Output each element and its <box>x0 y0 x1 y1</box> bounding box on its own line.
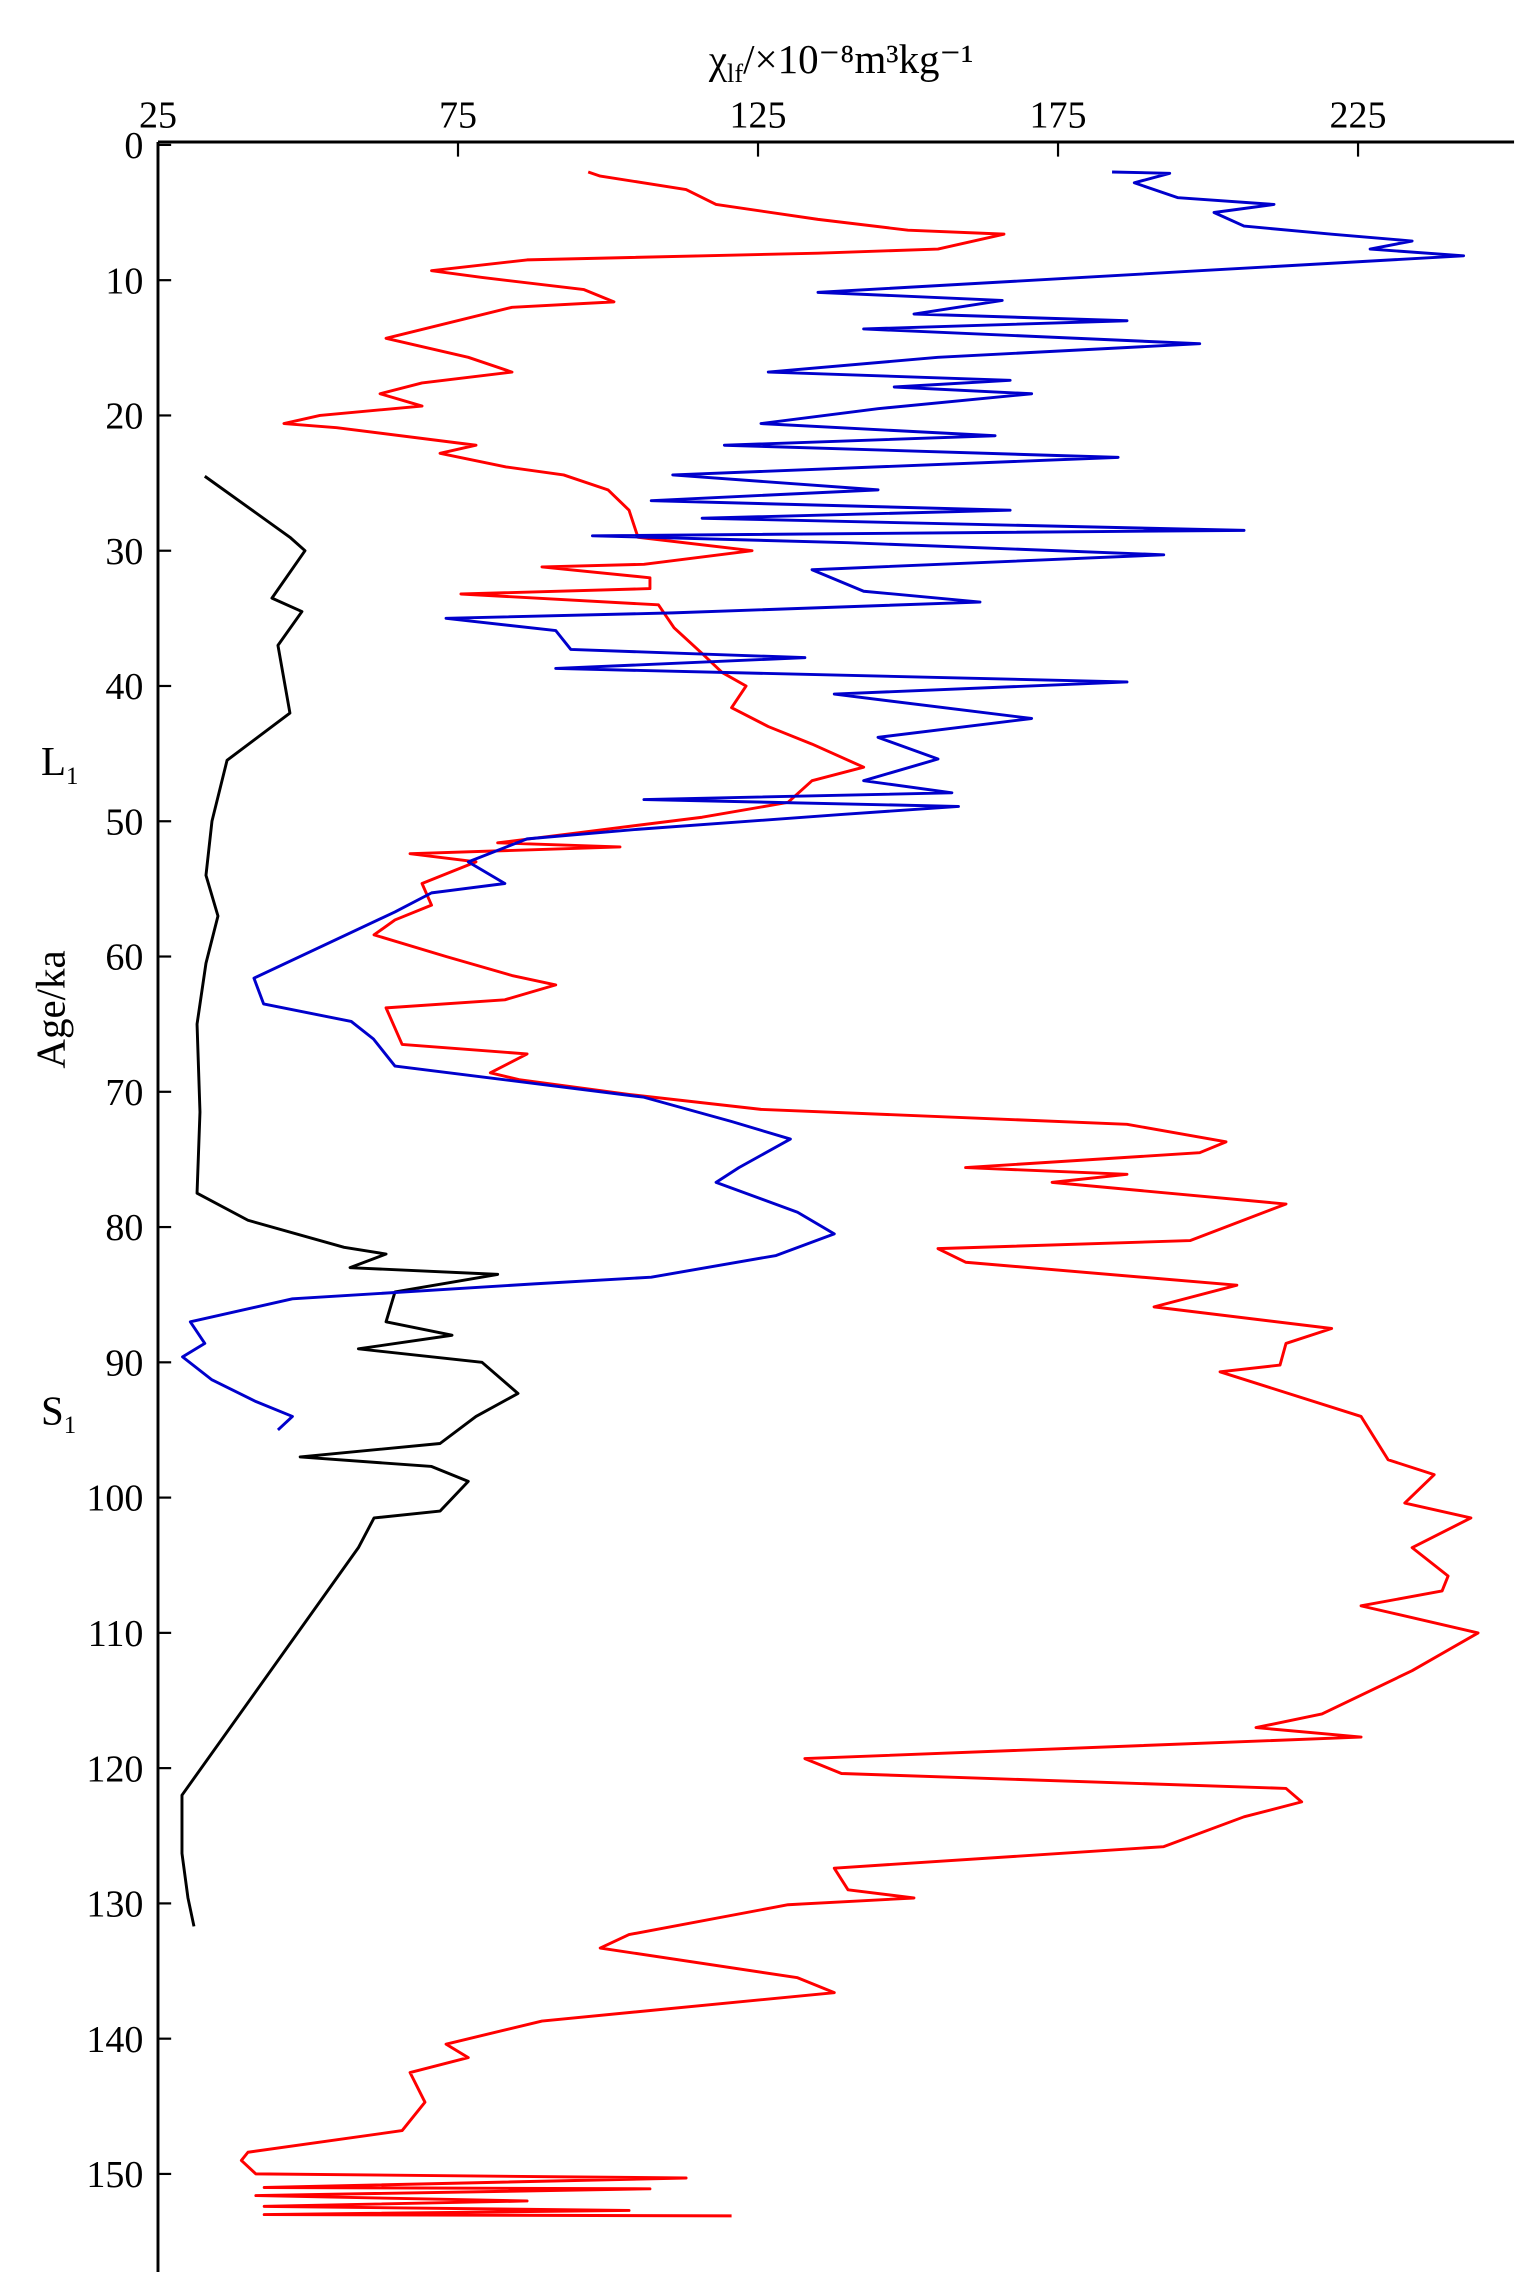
y-tick-label: 70 <box>105 1072 143 1114</box>
y-tick-label: 150 <box>86 2154 143 2196</box>
annotation: S1 <box>41 1387 76 1439</box>
y-tick-label: 60 <box>105 937 143 979</box>
annotation-subscript: 1 <box>66 763 78 790</box>
y-tick-label: 100 <box>86 1478 143 1520</box>
y-tick-label: 120 <box>86 1748 143 1790</box>
y-tick-label: 40 <box>105 666 143 708</box>
y-tick-label: 90 <box>105 1342 143 1384</box>
y-tick-label: 80 <box>105 1207 143 1249</box>
x-label-unit: /×10⁻⁸m³kg⁻¹ <box>743 36 973 82</box>
y-tick-label: 130 <box>86 1884 143 1926</box>
series-line <box>180 475 520 1927</box>
y-tick-label: 10 <box>105 260 143 302</box>
y-tick-label: 0 <box>124 125 143 167</box>
x-tick-label: 125 <box>730 94 787 136</box>
annotation-subscript: 1 <box>64 1412 76 1439</box>
y-tick-label: 20 <box>105 396 143 438</box>
y-tick-label: 30 <box>105 531 143 573</box>
x-tick-label: 25 <box>139 94 177 136</box>
y-tick-label: 50 <box>105 801 143 843</box>
y-tick-label: 140 <box>86 2019 143 2061</box>
x-tick-label: 175 <box>1030 94 1087 136</box>
x-tick-label: 225 <box>1330 94 1387 136</box>
annotation-text: L <box>41 738 66 784</box>
x-axis-label: χlf/×10⁻⁸m³kg⁻¹ <box>708 36 974 88</box>
x-tick-label: 75 <box>439 94 477 136</box>
y-axis-label: Age/ka <box>27 950 73 1068</box>
series-line <box>181 170 1466 1431</box>
y-tick-label: 110 <box>88 1613 144 1655</box>
annotation: L1 <box>41 738 78 790</box>
x-label-symbol: χ <box>708 36 727 82</box>
series-line <box>239 170 1480 2218</box>
annotation-text: S <box>41 1387 64 1433</box>
x-label-subscript: lf <box>727 59 743 88</box>
